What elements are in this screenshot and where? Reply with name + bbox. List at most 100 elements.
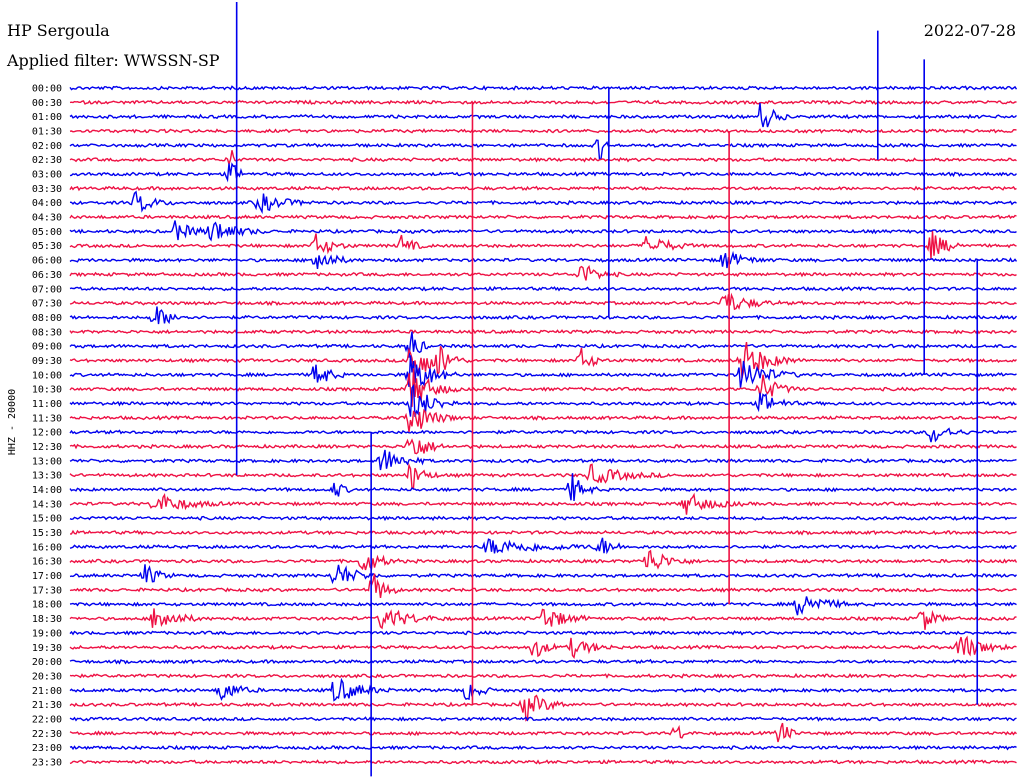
row-label: 22:30 xyxy=(32,729,62,740)
row-label: 19:00 xyxy=(32,628,62,639)
row-label: 03:00 xyxy=(32,170,62,181)
trace-row xyxy=(69,462,1017,489)
row-label: 23:00 xyxy=(32,743,62,754)
trace-row xyxy=(69,608,1017,630)
trace-row xyxy=(69,549,1018,571)
trace-row xyxy=(69,438,1017,455)
row-labels: 00:00 00:30 01:00 01:30 02:00 02:30 03:00 03:30… xyxy=(32,84,62,769)
row-label: 11:00 xyxy=(32,399,62,410)
trace-row xyxy=(69,139,1017,161)
trace-row xyxy=(69,190,1017,215)
row-label: 00:30 xyxy=(32,98,62,109)
trace-row xyxy=(69,492,1017,515)
row-label: 05:00 xyxy=(32,227,62,238)
trace-row xyxy=(69,368,1017,407)
trace-row xyxy=(69,162,1017,183)
row-label: 11:30 xyxy=(32,413,62,424)
row-label: 04:00 xyxy=(32,198,62,209)
row-label: 19:30 xyxy=(32,643,62,654)
trace-row xyxy=(69,596,1017,616)
trace-row xyxy=(70,529,1017,536)
trace-row xyxy=(69,331,1017,358)
row-label: 01:00 xyxy=(32,112,62,123)
row-label: 18:00 xyxy=(32,600,62,611)
trace-row xyxy=(69,473,1017,501)
row-label: 10:30 xyxy=(32,385,62,396)
trace-row xyxy=(69,220,1017,242)
row-label: 04:30 xyxy=(32,213,62,224)
row-label: 03:30 xyxy=(32,184,62,195)
row-label: 22:00 xyxy=(32,714,62,725)
row-label: 09:30 xyxy=(32,356,62,367)
trace-row xyxy=(69,759,1017,765)
row-label: 21:00 xyxy=(32,686,62,697)
row-label: 05:30 xyxy=(32,241,62,252)
trace-row xyxy=(69,716,1017,722)
trace-row xyxy=(69,630,1017,636)
row-label: 17:00 xyxy=(32,571,62,582)
row-label: 20:30 xyxy=(32,671,62,682)
trace-row xyxy=(69,449,1017,471)
trace-row xyxy=(69,744,1017,751)
trace-row xyxy=(69,250,1018,269)
trace-row xyxy=(69,573,1017,599)
trace-row xyxy=(69,694,1017,722)
trace-row xyxy=(69,99,1017,106)
trace-row xyxy=(69,635,1017,660)
trace-row xyxy=(69,537,1017,555)
trace-row xyxy=(69,564,1018,585)
trace-row xyxy=(69,383,1017,417)
row-label: 07:00 xyxy=(32,284,62,295)
row-label: 16:00 xyxy=(32,542,62,553)
trace-row xyxy=(69,292,1017,311)
filter-subtitle: Applied filter: WWSSN-SP xyxy=(7,51,220,70)
row-label: 18:30 xyxy=(32,614,62,625)
trace-row xyxy=(69,722,1017,743)
trace-row xyxy=(69,341,1017,379)
row-label: 13:00 xyxy=(32,456,62,467)
row-label: 12:30 xyxy=(32,442,62,453)
row-label: 10:00 xyxy=(32,370,62,381)
row-label: 17:30 xyxy=(32,585,62,596)
trace-row xyxy=(69,102,1017,128)
spike-lines xyxy=(235,1,979,777)
row-label: 23:30 xyxy=(32,757,62,768)
trace-row xyxy=(69,677,1017,702)
trace-row xyxy=(69,128,1017,134)
row-label: 09:00 xyxy=(32,342,62,353)
date-label: 2022-07-28 xyxy=(923,21,1016,40)
row-label: 06:00 xyxy=(32,256,62,267)
row-label: 06:30 xyxy=(32,270,62,281)
row-label: 15:00 xyxy=(32,514,62,525)
trace-row xyxy=(69,231,1017,259)
trace-row xyxy=(69,328,1017,335)
row-label: 00:00 xyxy=(32,84,62,95)
trace-row xyxy=(69,355,1017,388)
station-title: HP Sergoula xyxy=(7,21,110,40)
y-axis-label: HHZ - 20000 xyxy=(7,389,18,455)
row-label: 14:30 xyxy=(32,499,62,510)
row-label: 02:30 xyxy=(32,155,62,166)
row-label: 16:30 xyxy=(32,557,62,568)
row-label: 14:00 xyxy=(32,485,62,496)
trace-row xyxy=(69,265,1017,281)
row-label: 08:30 xyxy=(32,327,62,338)
trace-row xyxy=(69,427,1017,443)
trace-row xyxy=(69,515,1017,522)
row-label: 15:30 xyxy=(32,528,62,539)
row-label: 21:30 xyxy=(32,700,62,711)
trace-row xyxy=(69,85,1018,91)
row-label: 13:30 xyxy=(32,471,62,482)
row-label: 01:30 xyxy=(32,127,62,138)
row-label: 12:00 xyxy=(32,428,62,439)
trace-row xyxy=(69,408,1018,433)
row-label: 07:30 xyxy=(32,299,62,310)
trace-row xyxy=(69,658,1017,665)
row-label: 20:00 xyxy=(32,657,62,668)
row-label: 08:00 xyxy=(32,313,62,324)
row-label: 02:00 xyxy=(32,141,62,152)
trace-row xyxy=(69,150,1017,167)
trace-row xyxy=(69,185,1017,192)
trace-row xyxy=(69,672,1017,679)
trace-lines xyxy=(69,85,1018,765)
